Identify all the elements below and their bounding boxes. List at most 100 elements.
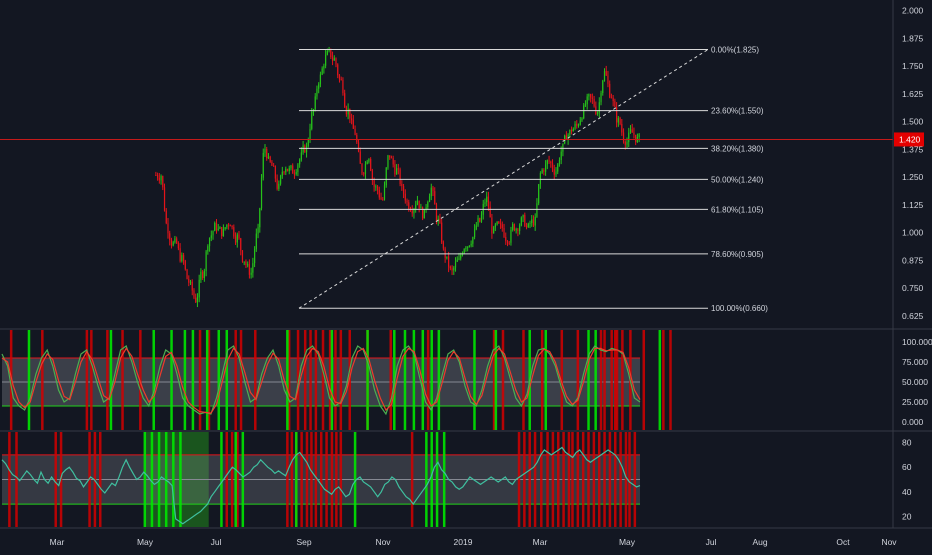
stoch-signal-green [430,330,433,430]
candle-body [593,99,594,107]
stoch-signal-green [659,330,662,430]
candle-body [550,162,551,163]
stoch-signal-red [322,330,325,430]
stoch-signal-red [603,330,606,430]
candle-body [417,201,418,205]
candle-body [476,226,477,230]
candle-body [164,187,165,210]
candle-body [613,98,614,101]
candle-body [221,227,222,236]
stoch-signal-red [334,330,337,430]
price-tick-label: 0.875 [902,255,924,265]
candle-body [374,180,375,186]
candle-body [207,246,208,251]
rsi-signal-red [320,432,323,527]
candle-body [467,247,468,248]
candle-body [268,157,269,159]
fib-level-label: 23.60%(1.550) [711,107,764,116]
candle-body [254,249,255,263]
rsi-signal-red [54,432,57,527]
candle-body [639,134,640,137]
rsi-signal-red [557,432,560,527]
candle-body [199,280,200,298]
candle-body [521,217,522,225]
candle-body [516,229,517,230]
candle-body [271,162,272,166]
candle-body [446,256,447,257]
candle-body [167,223,168,233]
stoch-signal-red [254,330,257,430]
time-tick-label: Sep [296,537,311,547]
candle-body [297,164,298,172]
candle-body [323,66,324,69]
candle-body [406,200,407,202]
rsi-signal-red [582,432,585,527]
stoch-signal-red [643,330,646,430]
candle-body [252,263,253,273]
candle-body [571,130,572,131]
candle-body [290,166,291,169]
candle-body [606,71,607,75]
candle-body [160,176,161,180]
stoch-signal-red [577,330,580,430]
candle-body [320,75,321,85]
stoch-signal-green [152,330,155,430]
candle-body [585,104,586,105]
rsi-signal-green [172,432,175,527]
candle-body [474,229,475,237]
candle-body [185,261,186,270]
price-tick-label: 1.625 [902,89,924,99]
candle-body [309,129,310,140]
fib-level-label: 50.00%(1.240) [711,175,764,184]
candle-body [552,163,553,169]
price-tick-label: 0.625 [902,311,924,321]
stoch-signal-red [669,330,672,430]
candle-body [379,190,380,197]
candle-body [230,225,231,226]
candle-body [512,224,513,230]
stoch-signal-green [404,330,407,430]
candle-body [587,96,588,104]
rsi-signal-green [151,432,154,527]
candle-body [424,209,425,218]
stoch-signal-green [226,330,229,430]
candle-body [398,168,399,169]
candle-body [166,211,167,223]
stoch-signal-green [110,330,113,430]
candle-body [505,237,506,241]
rsi-signal-red [619,432,622,527]
candle-body [548,160,549,161]
candle-body [242,250,243,261]
candle-body [427,202,428,207]
stoch-signal-green [331,330,334,430]
rsi-signal-green [443,432,446,527]
candle-body [460,255,461,258]
candle-body [380,197,381,199]
rsi-signal-red [310,432,313,527]
candle-body [531,219,532,223]
candle-body [247,264,248,265]
candle-body [536,203,537,217]
candle-body [360,151,361,163]
candle-body [225,227,226,229]
candle-body [405,194,406,201]
rsi-signal-red [411,432,414,527]
candle-body [477,218,478,225]
candle-body [633,133,634,135]
rsi-signal-green [295,432,298,527]
candle-body [600,93,601,102]
candle-body [502,224,503,227]
rsi-signal-red [8,432,11,527]
candle-body [325,55,326,66]
price-tick-label: 1.000 [902,228,924,238]
time-tick-label: Mar [50,537,65,547]
rsi-signal-red [628,432,631,527]
rsi-signal-red [340,432,343,527]
candle-body [578,125,579,126]
candle-body [228,225,229,226]
candle-body [457,260,458,262]
candle-body [507,241,508,242]
stoch-signal-red [106,330,109,430]
candle-body [327,51,328,55]
candle-body [453,268,454,271]
